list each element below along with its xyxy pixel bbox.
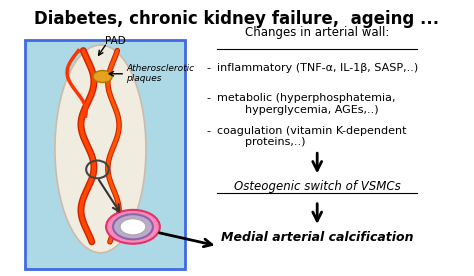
FancyBboxPatch shape bbox=[25, 40, 185, 269]
Text: coagulation (vitamin K-dependent
        proteins,..): coagulation (vitamin K-dependent protein… bbox=[218, 126, 407, 147]
Text: metabolic (hyperphosphatemia,
        hyperglycemia, AGEs,..): metabolic (hyperphosphatemia, hyperglyce… bbox=[218, 93, 396, 115]
Circle shape bbox=[120, 219, 146, 235]
Text: PAD: PAD bbox=[105, 36, 126, 46]
Text: Diabetes, chronic kidney failure,  ageing ...: Diabetes, chronic kidney failure, ageing… bbox=[35, 10, 439, 28]
Circle shape bbox=[93, 70, 112, 83]
Text: -: - bbox=[207, 93, 210, 103]
Circle shape bbox=[106, 210, 160, 244]
Text: -: - bbox=[207, 63, 210, 73]
Text: Osteogenic switch of VSMCs: Osteogenic switch of VSMCs bbox=[234, 180, 401, 193]
Ellipse shape bbox=[55, 45, 146, 253]
Text: -: - bbox=[207, 126, 210, 136]
Text: inflammatory (TNF-α, IL-1β, SASP,..): inflammatory (TNF-α, IL-1β, SASP,..) bbox=[218, 63, 419, 73]
Text: Changes in arterial wall:: Changes in arterial wall: bbox=[245, 26, 389, 39]
Text: Medial arterial calcification: Medial arterial calcification bbox=[221, 231, 413, 244]
Circle shape bbox=[113, 214, 153, 239]
Text: Atherosclerotic
plaques: Atherosclerotic plaques bbox=[127, 64, 195, 84]
